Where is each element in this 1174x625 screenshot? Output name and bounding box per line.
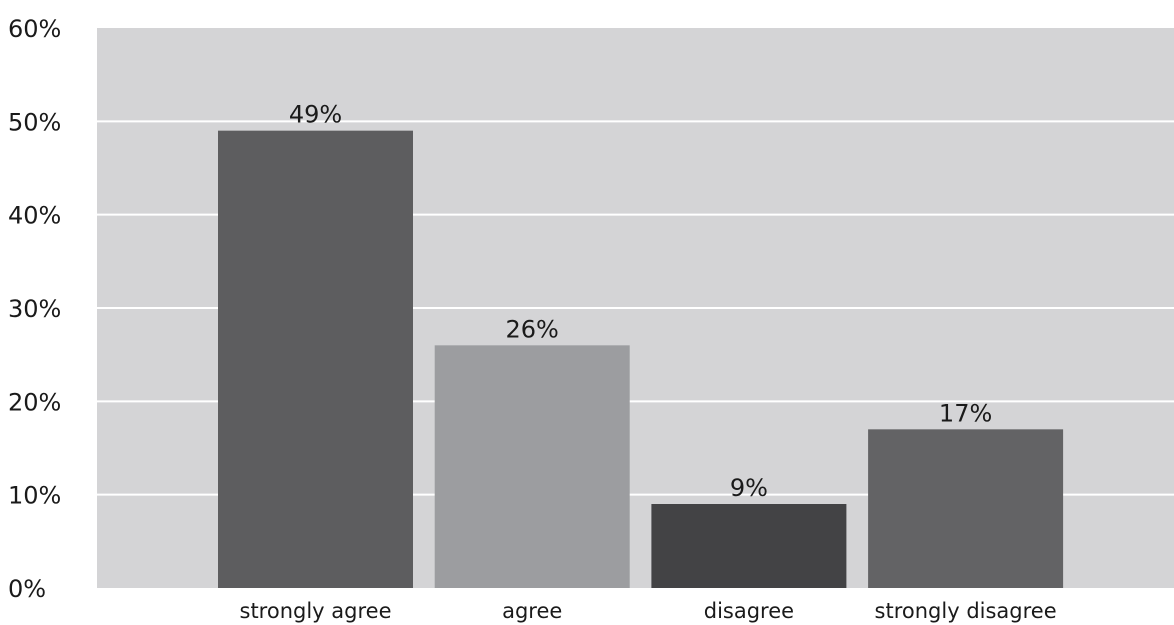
y-axis-ticks: 0% 10% 20% 30% 40% 50% 60% (8, 15, 61, 603)
data-labels: 49% 26% 9% 17% (289, 101, 992, 502)
y-tick-label: 0% (8, 575, 46, 603)
bars (218, 130, 1064, 588)
x-category-label: disagree (704, 599, 794, 623)
y-tick-label: 10% (8, 482, 61, 510)
bar-agree (434, 345, 630, 588)
bar-strongly-disagree (868, 429, 1064, 588)
x-axis-labels: strongly agree agree disagree strongly disa… (240, 599, 1057, 623)
bar-disagree (651, 504, 847, 588)
y-tick-label: 40% (8, 202, 61, 230)
x-category-label: strongly disagree (875, 599, 1057, 623)
y-tick-label: 60% (8, 15, 61, 43)
data-label: 17% (939, 399, 992, 427)
data-label: 49% (289, 101, 342, 129)
y-tick-label: 20% (8, 388, 61, 416)
x-category-label: agree (502, 599, 562, 623)
x-category-label: strongly agree (240, 599, 392, 623)
data-label: 9% (730, 474, 768, 502)
bar-strongly-agree (218, 130, 413, 588)
y-tick-label: 30% (8, 295, 61, 323)
y-tick-label: 50% (8, 108, 61, 136)
data-label: 26% (506, 315, 559, 343)
